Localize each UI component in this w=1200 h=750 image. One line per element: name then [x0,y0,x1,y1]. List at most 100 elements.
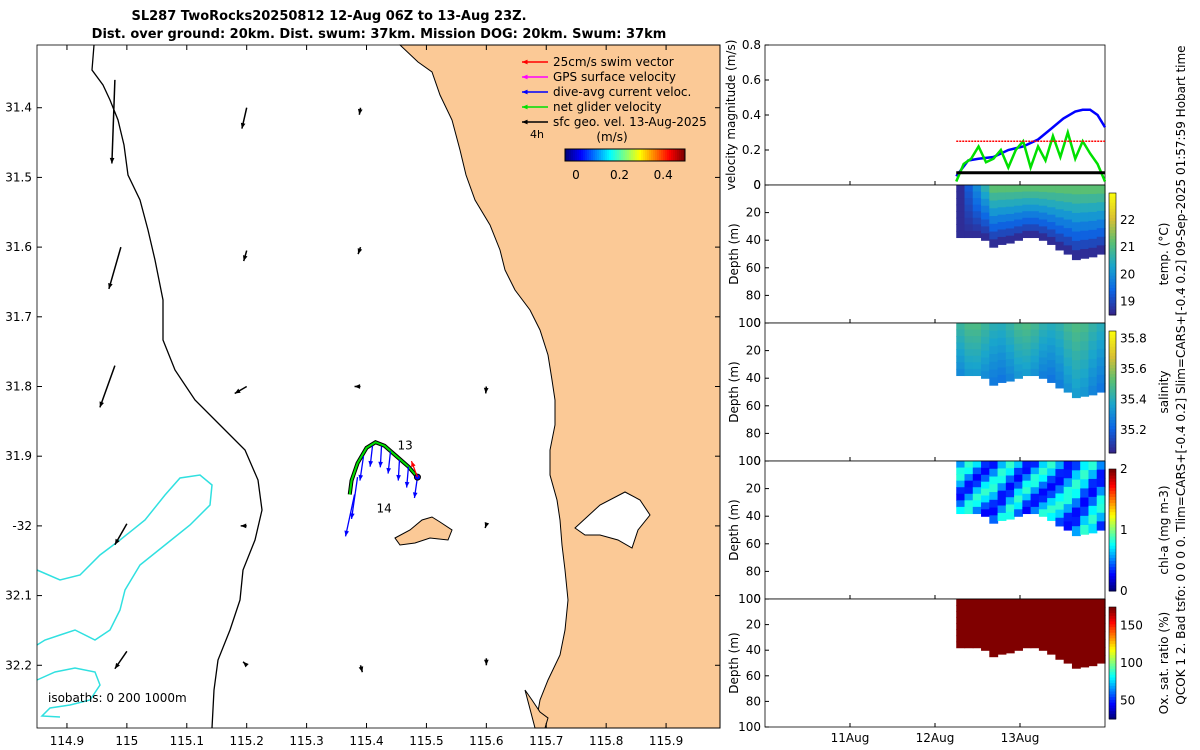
section-cell [1088,340,1098,351]
section-cell [989,323,999,332]
legend-arrow [522,119,548,125]
colorbar-cell [607,149,610,161]
section-cell [972,480,982,488]
section-cell [1030,641,1040,649]
colorbar-cell [665,149,668,161]
section-cell [1080,194,1090,204]
track-line [348,441,419,495]
section-cell [1055,233,1065,243]
section-cell [1055,371,1065,381]
section-cell [972,617,982,624]
y-tick-label: 40 [746,371,761,385]
section-cell [1071,642,1081,652]
colorbar-cell [565,149,568,161]
section-cell [1071,507,1081,518]
section-cell [1088,185,1098,195]
section-cell [964,368,974,377]
section-cell [1096,219,1106,229]
section-cell [997,236,1007,245]
section-cell [981,481,990,490]
section-cell [1030,635,1040,643]
section-cell [1096,639,1106,648]
section-cell [1030,362,1040,370]
colorbar-cell [1109,514,1116,519]
day-label: 13 [397,439,412,453]
section-cell [1038,212,1048,221]
section-cell [956,506,966,515]
section-cell [997,214,1007,223]
section-cell [1096,245,1106,255]
section-cell [1038,631,1048,638]
colorbar-cell [577,149,580,161]
section-cell [964,342,974,350]
section-cell [972,185,982,193]
colorbar-cell [1109,334,1116,338]
section-cell [989,377,999,386]
colorbar-cell [1109,382,1116,387]
section-cell [972,611,982,618]
section-cell [1096,615,1106,624]
section-cell [1005,366,1015,375]
section-cell [1063,228,1073,238]
section-cell [981,488,990,497]
colorbar-cell [1109,401,1116,405]
section-cell [1063,340,1073,350]
colorbar-cell [1109,481,1116,485]
section-cell [1038,185,1048,193]
section-cell [1038,502,1048,510]
section-cell [1014,226,1023,234]
colorbar-cell [645,149,648,161]
section-cell [956,623,966,630]
section-cell [1030,323,1040,331]
section-cell [1030,474,1040,482]
colorbar-cell [1109,554,1116,558]
section-cell [1063,631,1073,640]
section-cell [1047,605,1057,614]
section-cell [1038,618,1048,626]
section-cell [997,199,1007,208]
section-cell [1096,647,1106,656]
y-tick-label: 60 [746,669,761,683]
colorbar-cell [1109,446,1116,451]
current-arrow [386,451,392,474]
colorbar-cell [1109,490,1116,494]
section-cell [981,502,990,510]
colorbar-cell [619,149,622,161]
colorbar-cell [1109,637,1116,642]
colorbar-cell [1109,716,1116,720]
y-tick-label: 40 [746,643,761,657]
section-cell [997,626,1007,634]
colorbar-cell [623,149,626,161]
colorbar-cell [1109,679,1116,684]
legend-label: net glider velocity [553,100,661,114]
section-cell [989,192,999,202]
section-cell [1063,478,1073,488]
section-cell [1047,612,1057,621]
colorbar-tick-label: 20 [1120,267,1135,281]
section-cell [1080,607,1090,617]
section-cell [1005,482,1015,491]
section-cell [1071,650,1081,661]
section-cell [1030,224,1040,232]
y-tick-label: 20 [746,482,761,496]
section-cell [972,368,982,377]
colorbar-cell [1109,572,1116,577]
colorbar-cell [1109,419,1116,423]
section-cell [1063,193,1073,203]
section-cell [1014,371,1023,379]
section-cell [989,606,999,614]
section-cell [1022,217,1032,225]
colorbar-cell [1109,398,1116,402]
isobath-1000m [36,474,213,646]
isobath-1000m-south [36,667,101,718]
map-x-axis: 114.9 115 115.1 115.2 115.3 115.4 115.5 115.6 11… [50,45,683,748]
section-cell [1080,488,1090,499]
section-cell [1005,504,1015,513]
section-cell [997,323,1007,332]
y-tick-label: 0.6 [742,73,761,87]
colorbar-cell [625,149,628,161]
section-cell [1038,605,1048,613]
section-cell [972,506,982,515]
velocity-ylabel: velocity magnitude (m/s) [724,40,738,191]
